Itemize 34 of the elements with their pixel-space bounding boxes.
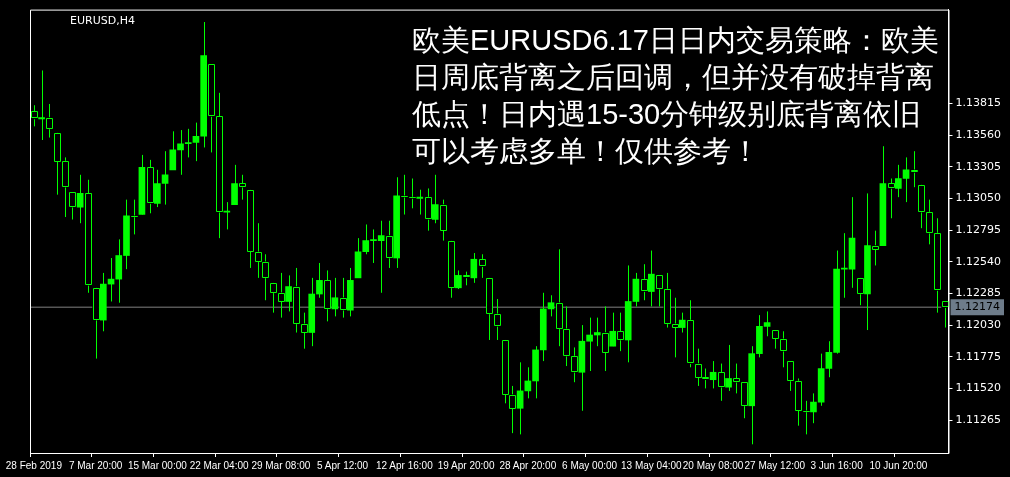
x-tick-label: 27 May 12:00 bbox=[744, 459, 806, 471]
candlestick bbox=[925, 199, 933, 245]
chart-title: EURUSD,H4 bbox=[70, 13, 135, 27]
candlestick bbox=[493, 298, 501, 341]
x-tick-label: 22 Mar 04:00 bbox=[189, 459, 249, 471]
x-tick-label: 29 Mar 08:00 bbox=[251, 459, 311, 471]
y-tick-label: 1.13815 bbox=[955, 96, 1002, 110]
ref-line-label: 1.12174 bbox=[954, 300, 1001, 314]
y-tick-label: 1.13560 bbox=[955, 127, 1002, 141]
y-tick-label: 1.11520 bbox=[955, 381, 1002, 395]
candlestick bbox=[169, 130, 177, 171]
x-tick-label: 20 May 08:00 bbox=[682, 459, 744, 471]
y-tick-label: 1.13050 bbox=[955, 191, 1002, 205]
candlestick bbox=[547, 294, 555, 317]
y-tick-label: 1.12540 bbox=[955, 254, 1002, 268]
y-tick-label: 1.12030 bbox=[955, 317, 1002, 331]
x-tick-label: 13 May 04:00 bbox=[621, 459, 683, 471]
x-tick-label: 10 Jun 20:00 bbox=[869, 459, 928, 471]
x-tick-label: 6 May 00:00 bbox=[562, 459, 618, 471]
x-tick-label: 28 Apr 20:00 bbox=[499, 459, 557, 471]
x-tick-label: 19 Apr 20:00 bbox=[437, 459, 495, 471]
x-tick-label: 3 Jun 16:00 bbox=[810, 459, 864, 471]
candlestick bbox=[786, 360, 794, 392]
x-tick-label: 12 Apr 16:00 bbox=[375, 459, 434, 471]
y-tick-label: 1.12795 bbox=[955, 222, 1002, 236]
x-tick-label: 7 Mar 20:00 bbox=[68, 459, 123, 471]
x-tick-label: 5 Apr 12:00 bbox=[317, 459, 369, 471]
y-tick-label: 1.11265 bbox=[955, 412, 1002, 426]
y-tick-label: 1.11775 bbox=[955, 349, 1002, 363]
x-tick-label: 28 Feb 2019 bbox=[5, 459, 63, 471]
x-tick-label: 15 Mar 00:00 bbox=[127, 459, 188, 471]
annotation: 欧美EURUSD6.17日日内交易策略：欧美日周底背离之后回调，但并没有破掉背离低点！日内遇15-30分钟级别底背离依旧可以考虑多单！仅供参考！ bbox=[412, 23, 940, 169]
y-tick-label: 1.13305 bbox=[955, 159, 1002, 173]
y-tick-label: 1.12285 bbox=[955, 286, 1002, 300]
